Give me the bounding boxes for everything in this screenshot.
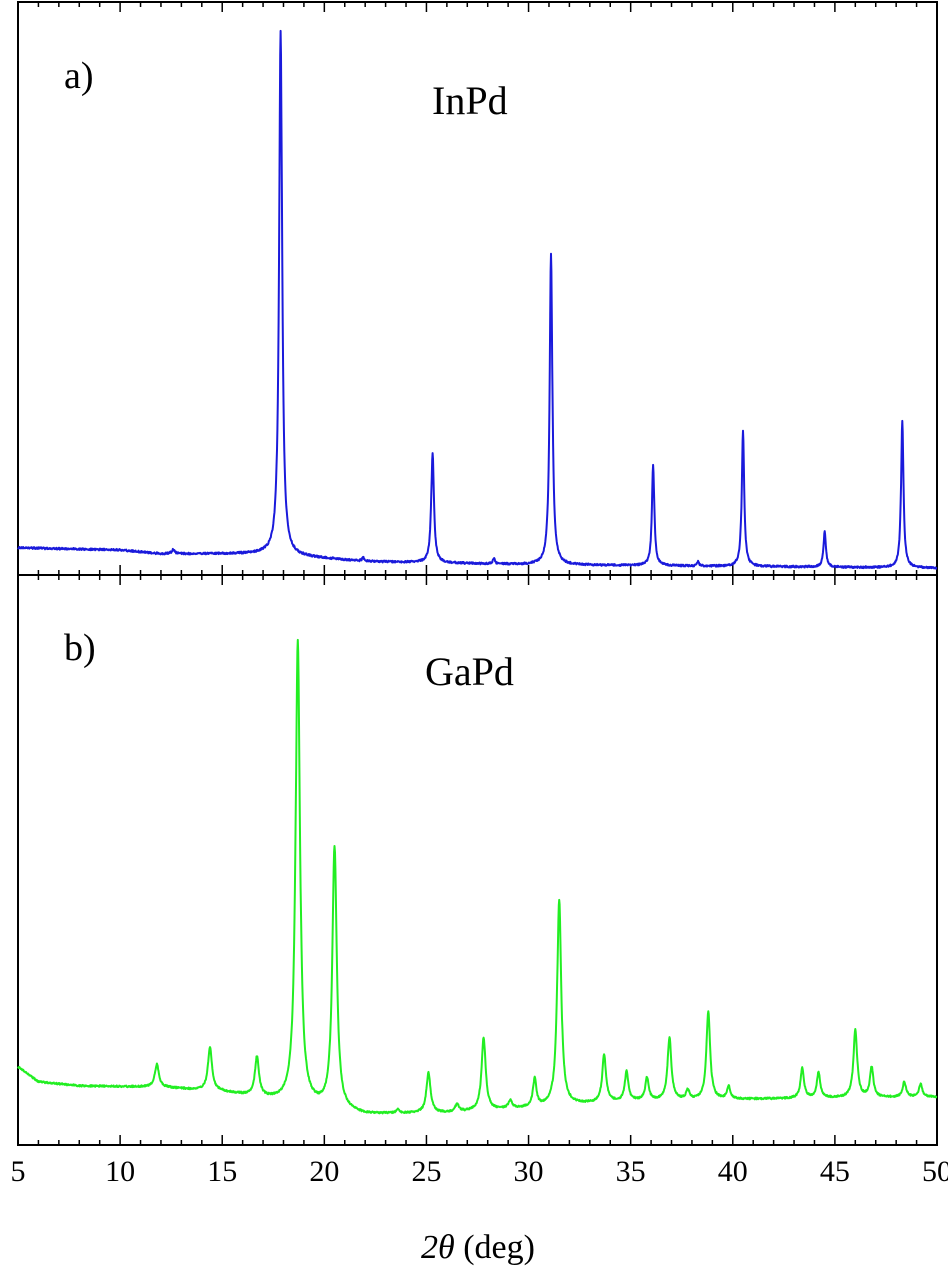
x-tick-label: 30 [514, 1155, 544, 1188]
x-tick-label: 40 [718, 1155, 748, 1188]
panel-b-gapd: b) GaPd [17, 574, 938, 1146]
panel-a-letter: a) [64, 55, 94, 97]
x-tick-label: 25 [411, 1155, 441, 1188]
x-axis-label-symbol: 2θ [421, 1229, 455, 1266]
x-axis-label-unit: (deg) [455, 1229, 535, 1266]
x-tick-label: 10 [105, 1155, 135, 1188]
panel-b-title: GaPd [425, 649, 514, 694]
x-tick-label: 20 [309, 1155, 339, 1188]
x-axis-tick-labels: 5 10 15 20 25 30 35 40 45 50 [11, 1155, 948, 1188]
x-tick-label: 35 [616, 1155, 646, 1188]
panel-b-ticks [17, 575, 938, 1145]
panel-b-frame [17, 574, 938, 1146]
x-tick-label: 50 [922, 1155, 948, 1188]
gapd-pattern-line [17, 638, 938, 1115]
panel-a-inpd: a) InPd [17, 1, 938, 576]
panel-b-letter: b) [64, 627, 96, 669]
x-tick-label: 15 [207, 1155, 237, 1188]
x-tick-label: 45 [820, 1155, 850, 1188]
x-axis-label: 2θ (deg) [421, 1229, 535, 1266]
x-tick-label: 5 [11, 1155, 26, 1188]
inpd-pattern-line [17, 29, 938, 570]
panel-a-title: InPd [432, 78, 508, 123]
